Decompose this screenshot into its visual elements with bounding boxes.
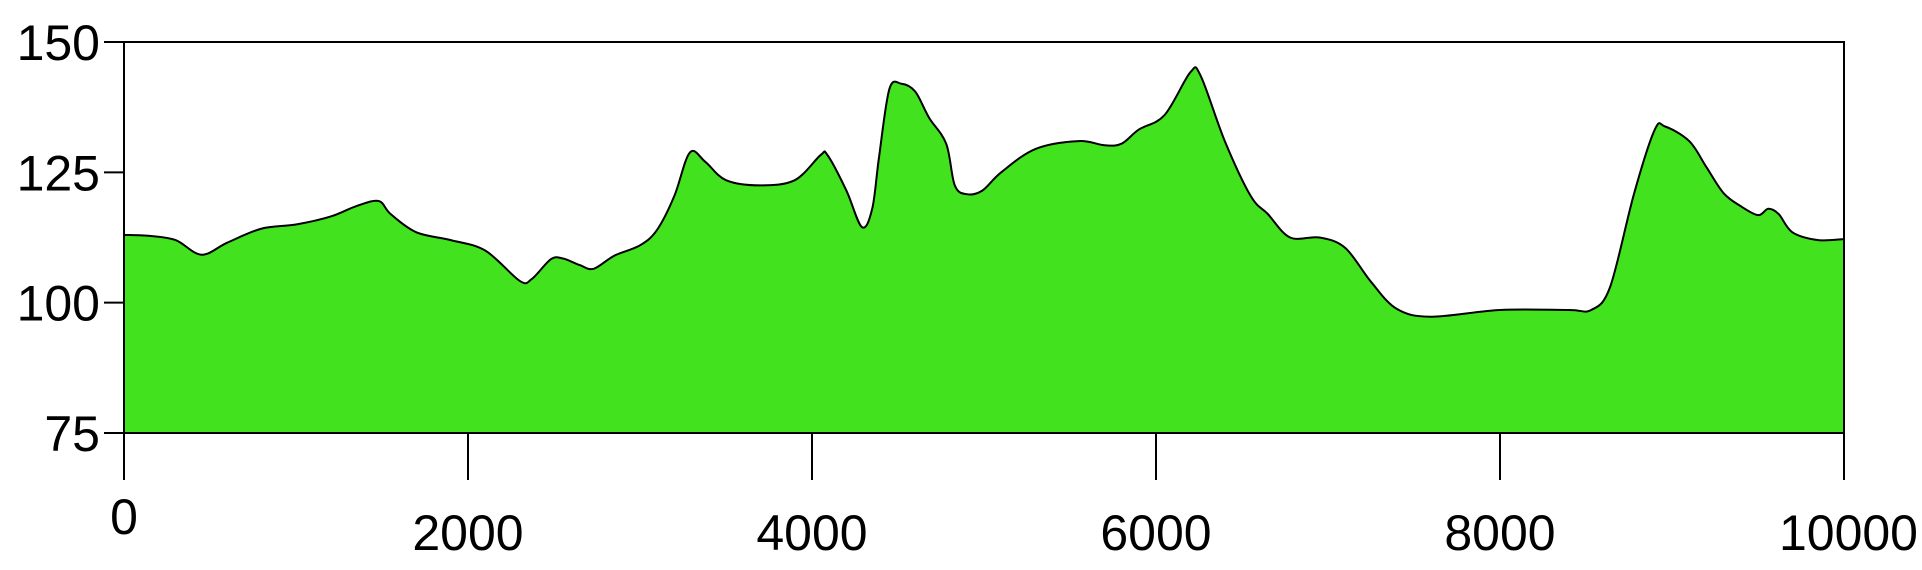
plot-frame <box>123 41 1845 434</box>
y-tick-label: 125 <box>17 145 100 201</box>
x-tick-label: 4000 <box>756 505 867 561</box>
area-fill <box>124 67 1844 433</box>
x-tick-label: 10000 <box>1779 505 1918 561</box>
y-tick-label: 100 <box>17 276 100 332</box>
x-tick-label: 2000 <box>412 505 523 561</box>
series-line <box>123 66 1845 318</box>
axes <box>104 41 1845 480</box>
y-tick-label: 75 <box>44 406 100 462</box>
x-tick-label: 6000 <box>1100 505 1211 561</box>
y-tick-label: 150 <box>17 15 100 71</box>
x-tick-label: 8000 <box>1444 505 1555 561</box>
x-tick-label: 0 <box>110 489 138 545</box>
tick-labels: 75 100 125 150 0 2000 4000 6000 8000 10000 <box>17 15 1918 561</box>
plot-area <box>123 66 1845 433</box>
